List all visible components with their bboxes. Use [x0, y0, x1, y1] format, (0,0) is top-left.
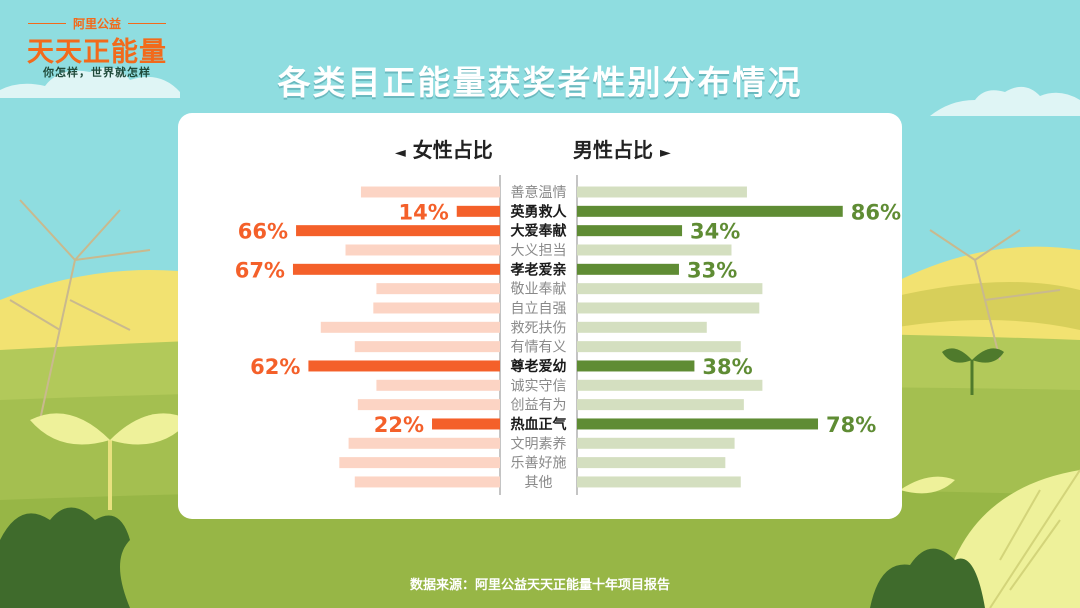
male-bar	[577, 360, 695, 372]
male-bar	[577, 225, 683, 237]
category-label: 英勇救人	[510, 203, 568, 220]
category-label: 敬业奉献	[511, 282, 567, 298]
female-bar	[296, 225, 500, 237]
logo-slogan: 你怎样，世界就怎样	[43, 66, 151, 79]
data-source: 数据来源：阿里公益天天正能量十年项目报告	[409, 578, 670, 593]
female-bar	[308, 360, 500, 372]
female-bar	[357, 399, 500, 411]
male-value-label: 33%	[687, 258, 737, 282]
female-bar	[360, 186, 500, 198]
male-value-label: 86%	[851, 200, 901, 224]
female-value-label: 62%	[250, 355, 300, 379]
logo-name: 天天正能量	[27, 37, 167, 68]
chart-panel	[178, 113, 902, 519]
male-bar	[577, 321, 707, 333]
female-value-label: 14%	[398, 200, 448, 224]
category-label: 自立自强	[511, 301, 567, 317]
male-bar	[577, 457, 726, 469]
female-bar	[292, 263, 500, 275]
male-value-label: 38%	[702, 355, 752, 379]
male-bar	[577, 399, 744, 411]
female-bar	[348, 437, 500, 449]
female-bar	[345, 244, 500, 256]
category-label: 大爱奉献	[511, 223, 567, 240]
female-bar	[339, 457, 500, 469]
left-arrow-icon: ◄	[395, 145, 406, 161]
female-bar	[432, 418, 500, 430]
male-bar	[577, 263, 679, 275]
male-bar	[577, 379, 763, 391]
male-bar	[577, 283, 763, 295]
male-bar	[577, 205, 843, 217]
female-bar	[376, 283, 500, 295]
male-bar	[577, 418, 819, 430]
category-label: 创益有为	[511, 398, 567, 414]
category-label: 其他	[525, 475, 553, 491]
male-header-label: 男性占比	[573, 138, 653, 162]
female-bar	[373, 302, 500, 314]
category-label: 救死扶伤	[511, 320, 567, 336]
female-value-label: 66%	[238, 220, 288, 244]
female-value-label: 67%	[235, 258, 285, 282]
female-bar	[354, 341, 500, 353]
female-value-label: 22%	[374, 413, 424, 437]
right-arrow-icon: ►	[659, 145, 671, 161]
category-label: 善意温情	[511, 184, 567, 201]
male-value-label: 78%	[826, 413, 876, 437]
female-bar	[376, 379, 500, 391]
logo-org: 阿里公益	[22, 15, 172, 32]
category-label: 尊老爱幼	[511, 358, 567, 375]
category-label: 热血正气	[511, 416, 567, 433]
category-label: 大义担当	[511, 243, 567, 259]
male-bar	[577, 476, 741, 488]
category-label: 孝老爱亲	[510, 261, 567, 278]
page-title: 各类目正能量获奖者性别分布情况	[277, 63, 803, 102]
male-bar	[577, 244, 732, 256]
male-bar	[577, 341, 741, 353]
logo-org-text: 阿里公益	[72, 17, 121, 31]
male-value-label: 34%	[690, 220, 740, 244]
category-label: 乐善好施	[511, 456, 567, 472]
category-label: 文明素养	[511, 436, 567, 452]
female-header-label: 女性占比	[412, 138, 493, 162]
female-bar	[456, 205, 500, 217]
female-bar	[354, 476, 500, 488]
female-header: ◄ 女性占比	[395, 134, 493, 163]
female-bar	[320, 321, 500, 333]
male-bar	[577, 437, 735, 449]
male-header: 男性占比 ►	[573, 134, 671, 163]
male-bar	[577, 302, 760, 314]
male-bar	[577, 186, 747, 198]
category-label: 有情有义	[511, 340, 567, 356]
category-label: 诚实守信	[511, 378, 567, 394]
